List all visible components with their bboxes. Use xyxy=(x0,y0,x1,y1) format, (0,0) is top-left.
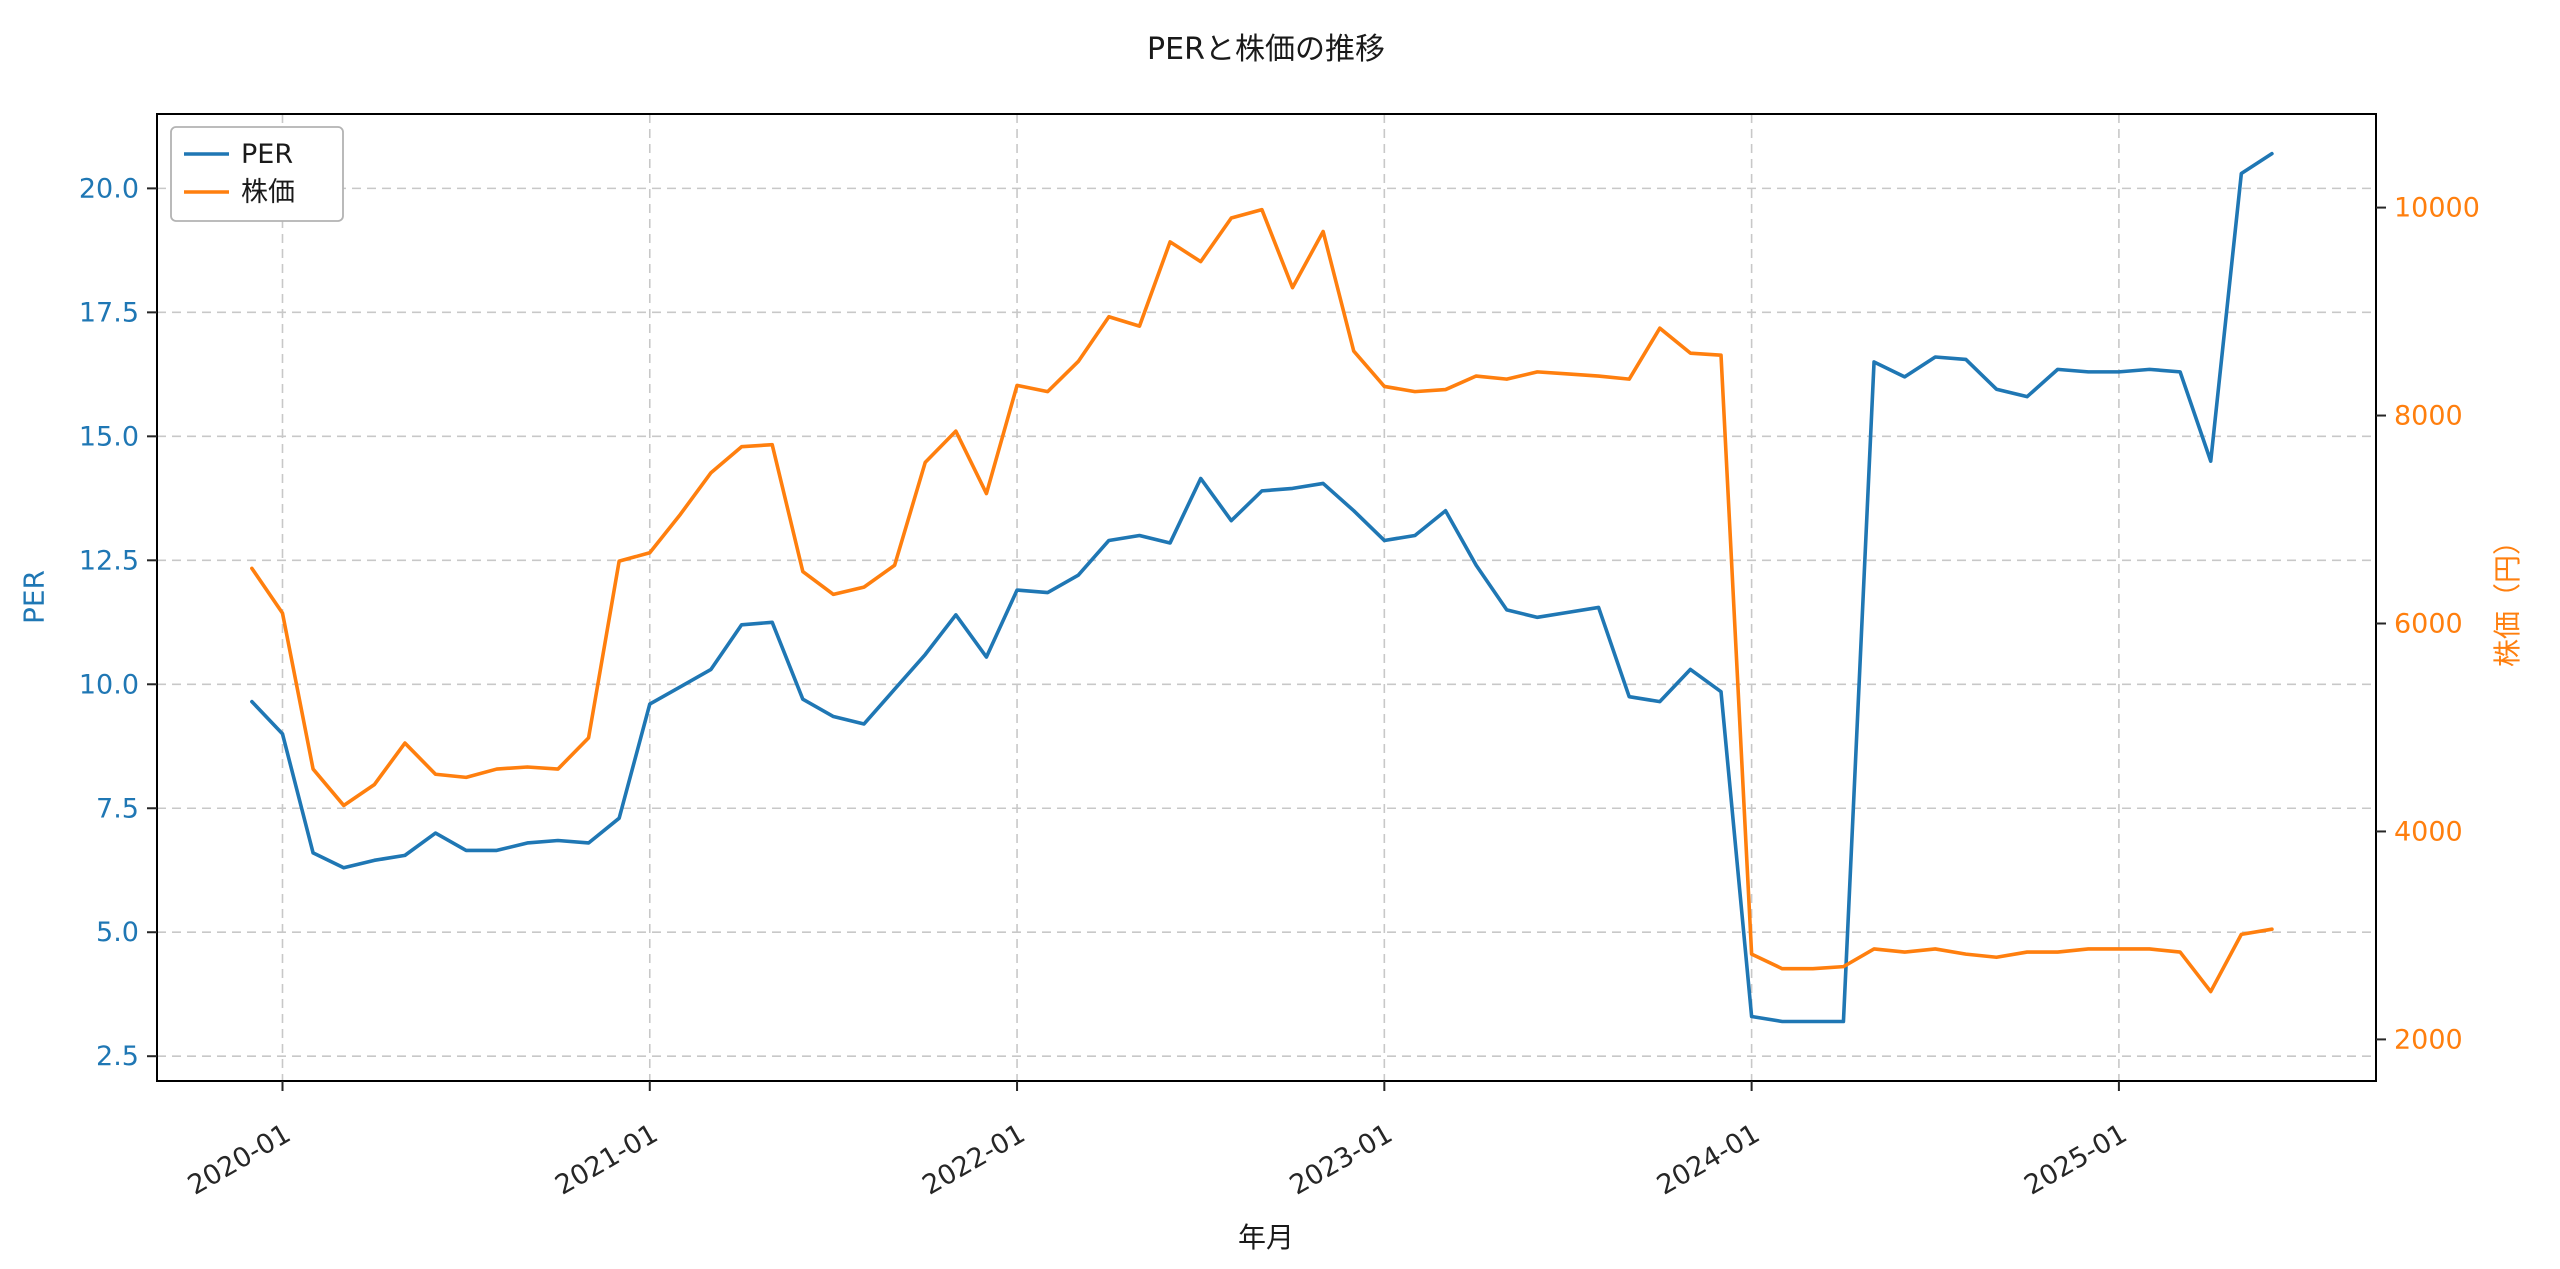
legend-box xyxy=(170,126,344,222)
x-tick-label: 2020-01 xyxy=(183,1118,296,1201)
legend-label-株価: 株価 xyxy=(241,177,295,208)
y-right-tick-label: 10000 xyxy=(2394,193,2480,224)
x-tick-label: 2024-01 xyxy=(1652,1118,1765,1201)
y-left-tick-label: 7.5 xyxy=(96,793,139,824)
y-axis-label-left: PER xyxy=(17,569,51,625)
y-left-tick-label: 15.0 xyxy=(79,421,139,452)
y-left-tick-label: 12.5 xyxy=(79,545,139,576)
y-right-tick-label: 2000 xyxy=(2394,1024,2463,1055)
y-left-tick-label: 2.5 xyxy=(96,1041,139,1072)
y-left-tick-label: 20.0 xyxy=(79,173,139,204)
gridlines xyxy=(157,114,2376,1081)
x-tick-label: 2022-01 xyxy=(917,1118,1030,1201)
x-tick-label: 2025-01 xyxy=(2019,1118,2132,1201)
x-axis-label: 年月 xyxy=(1237,1221,1295,1254)
x-tick-label: 2021-01 xyxy=(550,1118,663,1201)
series-line-株価 xyxy=(250,207,2274,994)
y-left-tick-label: 17.5 xyxy=(79,297,139,328)
legend: PER 株価 xyxy=(170,126,344,222)
axes-border xyxy=(156,113,2377,1082)
x-tick-label: 2023-01 xyxy=(1285,1118,1398,1201)
y-left-tick-label: 10.0 xyxy=(79,669,139,700)
legend-label-PER: PER xyxy=(241,139,293,170)
y-left-tick-label: 5.0 xyxy=(96,917,139,948)
y-right-tick-label: 6000 xyxy=(2394,608,2463,639)
chart-title: PERと株価の推移 xyxy=(1147,32,1385,67)
series-line-PER xyxy=(250,151,2274,1024)
y-right-tick-label: 4000 xyxy=(2394,816,2463,847)
y-axis-label-right: 株価（円） xyxy=(2491,526,2524,668)
y-right-tick-label: 8000 xyxy=(2394,401,2463,432)
tick-labels: 2.5 5.0 7.5 10.0 12.5 15.0 17.5 20.0 2000 4000 600… xyxy=(79,173,2480,1201)
